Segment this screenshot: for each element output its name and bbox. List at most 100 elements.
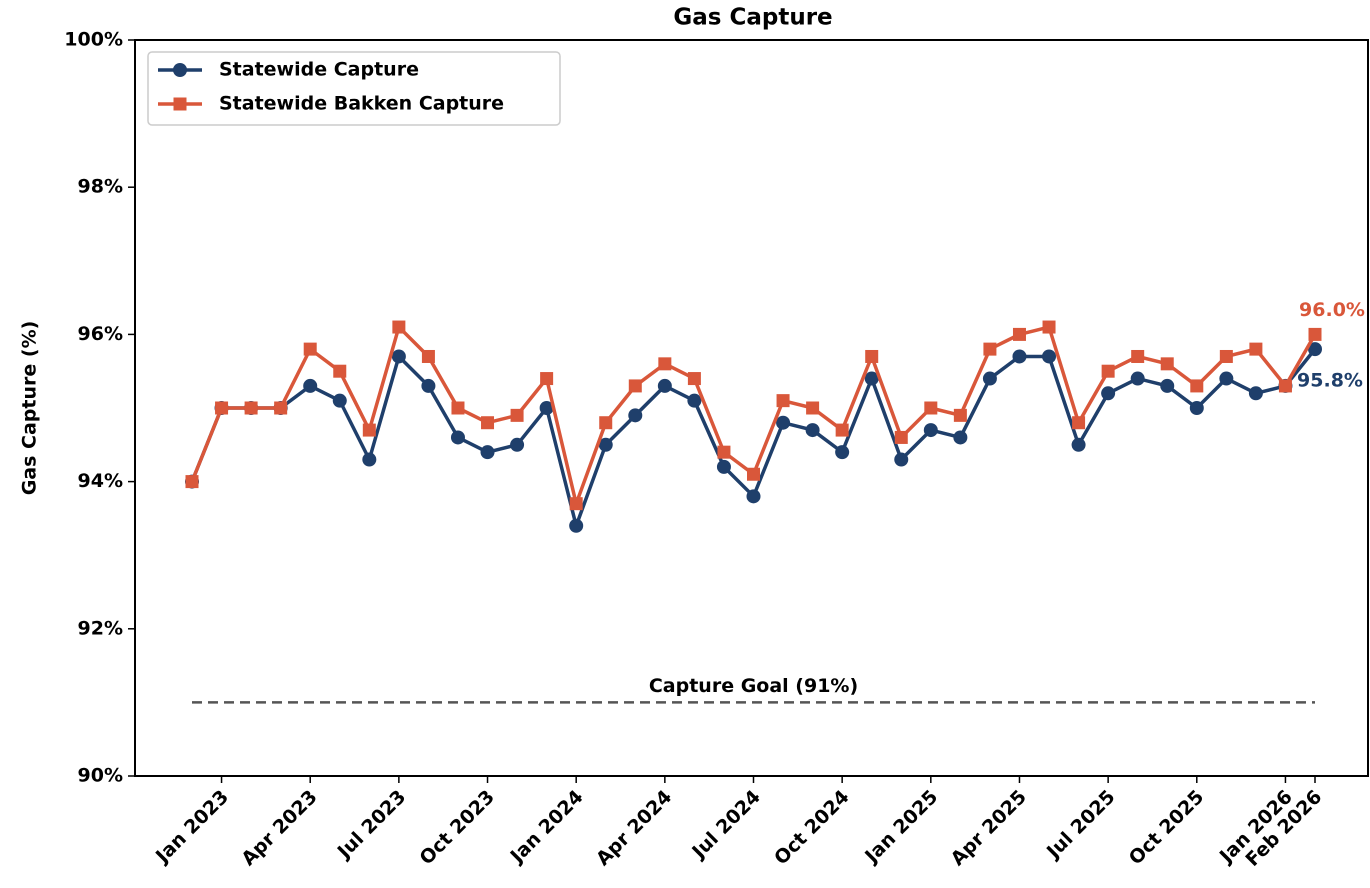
legend-marker	[173, 63, 187, 77]
marker	[894, 452, 909, 467]
marker	[1042, 320, 1056, 334]
plot-frame	[134, 39, 1369, 777]
x-tick-label: Jul 2023	[332, 786, 410, 864]
x-tick-label: Apr 2025	[947, 786, 1031, 870]
marker	[953, 430, 968, 445]
marker	[332, 393, 347, 408]
x-tick-label: Oct 2023	[416, 786, 499, 869]
marker	[1190, 379, 1204, 393]
marker	[392, 320, 406, 334]
marker	[333, 364, 347, 378]
x-tick-label: Jan 2024	[505, 786, 588, 869]
marker	[244, 401, 258, 415]
marker	[1278, 379, 1292, 393]
marker	[480, 445, 495, 460]
x-tick-label: Jul 2025	[1041, 786, 1119, 864]
marker	[539, 401, 554, 415]
y-tick-label: 100%	[64, 29, 123, 51]
y-tick-label: 92%	[78, 617, 123, 639]
legend-label: Statewide Capture	[219, 59, 419, 81]
marker	[303, 342, 317, 356]
marker	[658, 357, 672, 371]
marker	[1072, 416, 1086, 430]
marker	[450, 430, 465, 445]
y-axis-label: Gas Capture (%)	[19, 321, 41, 496]
x-tick-label: Oct 2024	[770, 786, 853, 869]
marker	[185, 475, 199, 489]
marker	[362, 423, 376, 437]
x-tick-label: Apr 2024	[592, 786, 676, 870]
marker	[391, 349, 406, 364]
marker	[1308, 327, 1322, 341]
y-tick-label: 98%	[78, 176, 123, 198]
marker	[569, 518, 584, 533]
marker	[628, 408, 643, 423]
y-tick-label: 96%	[78, 323, 123, 345]
marker	[1219, 371, 1234, 386]
marker	[1042, 349, 1057, 364]
marker	[982, 371, 997, 386]
marker	[1160, 357, 1174, 371]
goal-label: Capture Goal (91%)	[649, 675, 858, 697]
chart-title: Gas Capture	[673, 5, 832, 31]
marker	[923, 423, 938, 438]
marker	[362, 452, 377, 467]
marker	[1160, 378, 1175, 393]
marker	[865, 349, 879, 363]
y-tick-label: 94%	[78, 470, 123, 492]
marker	[510, 408, 524, 422]
x-tick-label: Jan 2025	[860, 786, 943, 869]
marker	[1101, 364, 1115, 378]
marker	[776, 415, 791, 430]
marker	[599, 416, 613, 430]
marker	[835, 423, 849, 437]
marker	[747, 467, 760, 481]
marker	[1012, 327, 1026, 341]
marker	[953, 408, 967, 422]
marker	[628, 379, 642, 393]
x-tick-label: Oct 2025	[1125, 786, 1208, 869]
x-tick-label: Jul 2024	[687, 786, 765, 864]
marker	[983, 342, 997, 356]
y-tick-label: 90%	[78, 765, 123, 787]
marker	[421, 349, 435, 363]
marker	[805, 423, 820, 438]
marker	[717, 445, 731, 459]
marker	[1248, 386, 1263, 401]
marker	[1130, 371, 1145, 386]
marker	[598, 437, 613, 452]
value-label: 95.8%	[1297, 370, 1363, 392]
marker	[864, 371, 879, 386]
marker	[894, 430, 908, 444]
marker	[215, 401, 229, 415]
marker	[687, 372, 701, 386]
marker	[421, 378, 436, 393]
marker	[481, 416, 495, 430]
marker	[687, 393, 702, 408]
marker	[1249, 342, 1263, 356]
value-label: 96.0%	[1299, 299, 1365, 321]
legend-marker	[173, 97, 187, 111]
marker	[451, 401, 465, 415]
marker	[1012, 349, 1027, 364]
x-tick-label: Apr 2023	[237, 786, 321, 870]
marker	[806, 401, 820, 415]
marker	[1101, 386, 1116, 401]
marker	[510, 437, 525, 452]
marker	[569, 497, 583, 511]
marker	[1131, 349, 1145, 363]
marker	[303, 378, 318, 393]
legend-box	[147, 51, 561, 126]
marker	[716, 459, 731, 474]
marker	[776, 394, 790, 408]
marker	[657, 378, 672, 393]
marker	[746, 489, 761, 504]
marker	[1189, 401, 1204, 415]
marker	[1308, 342, 1322, 357]
marker	[1071, 437, 1086, 452]
marker	[1219, 349, 1233, 363]
marker	[835, 445, 850, 460]
x-tick-label: Jan 2023	[150, 786, 233, 869]
marker	[274, 401, 288, 415]
